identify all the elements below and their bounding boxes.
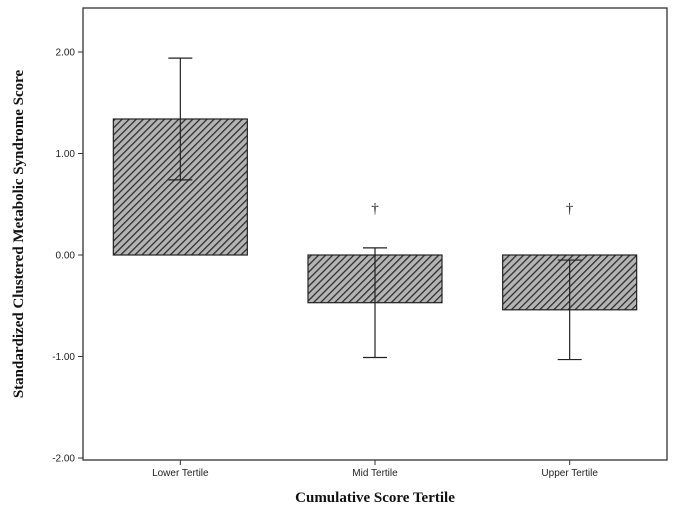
x-tick-label: Lower Tertile (152, 468, 209, 479)
y-tick-label: 0.00 (56, 251, 76, 262)
y-axis-title: Standardized Clustered Metabolic Syndrom… (11, 69, 27, 398)
y-tick-label: -1.00 (52, 352, 75, 363)
x-axis: Lower Tertile Mid Tertile Upper Tertile (152, 460, 598, 479)
y-axis: -2.00 -1.00 0.00 1.00 2.00 (52, 48, 83, 465)
annotations: † † (371, 201, 574, 217)
x-axis-title: Cumulative Score Tertile (295, 490, 455, 506)
y-tick-label: -2.00 (52, 454, 75, 465)
x-tick-label: Mid Tertile (352, 468, 398, 479)
x-tick-label: Upper Tertile (541, 468, 598, 479)
y-tick-label: 1.00 (56, 149, 76, 160)
significance-marker: † (566, 201, 574, 217)
significance-marker: † (371, 201, 379, 217)
y-tick-label: 2.00 (56, 48, 76, 59)
